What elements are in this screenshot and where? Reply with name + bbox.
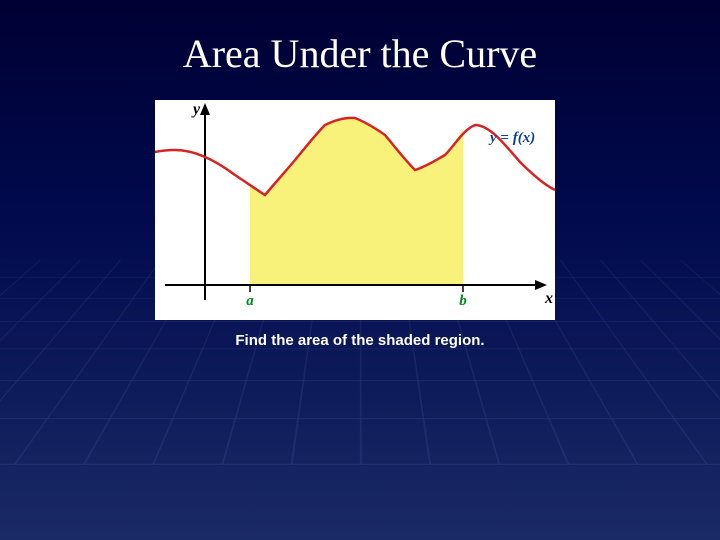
a-label: a — [246, 293, 254, 309]
figure-caption: Find the area of the shaded region. — [0, 332, 720, 349]
x-axis-arrow-icon — [535, 280, 547, 290]
slide-title: Area Under the Curve — [0, 30, 720, 77]
function-label: y = f(x) — [488, 130, 535, 146]
curve-svg: a b x y y = f(x) — [155, 100, 555, 320]
curve-figure: a b x y y = f(x) — [155, 100, 555, 320]
y-axis-label: y — [191, 101, 201, 118]
b-label: b — [459, 293, 467, 309]
y-axis-arrow-icon — [200, 103, 210, 115]
x-axis-label: x — [544, 290, 553, 307]
shaded-region — [250, 118, 463, 285]
